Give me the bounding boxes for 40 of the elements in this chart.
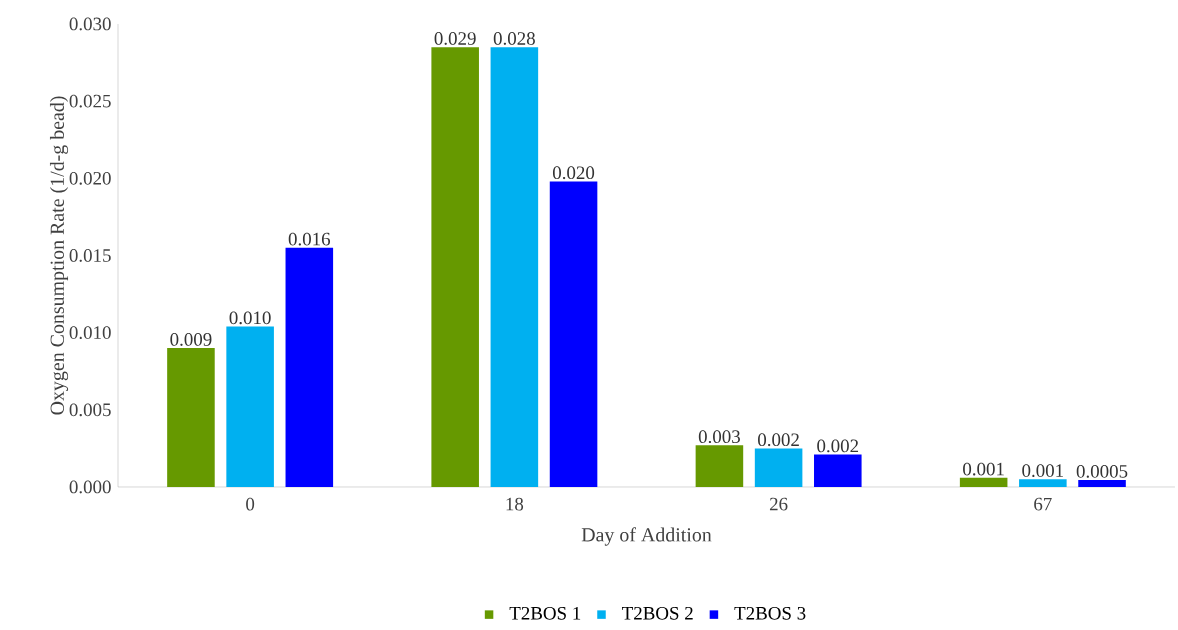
legend-label: T2BOS 1 <box>509 606 581 620</box>
bar <box>814 454 862 487</box>
data-label: 0.002 <box>758 433 799 447</box>
y-axis-title: Oxygen Consumption Rate (1/d-g bead) <box>49 96 69 415</box>
x-tick-label: 26 <box>769 497 788 511</box>
bar <box>431 47 479 487</box>
data-label: 0.029 <box>434 32 476 45</box>
bar <box>1019 479 1067 487</box>
x-axis-title: Day of Addition <box>581 527 712 546</box>
bar <box>285 247 334 487</box>
y-tick-label: 0.005 <box>69 403 111 417</box>
y-tick-label: 0.015 <box>69 249 111 262</box>
bar <box>490 47 539 487</box>
bar <box>167 348 215 487</box>
data-label: 0.001 <box>963 462 1004 476</box>
data-label: 0.0005 <box>1076 464 1128 478</box>
x-tick-label: 0 <box>246 497 255 511</box>
bar <box>695 445 744 487</box>
y-tick-label: 0.010 <box>69 326 111 340</box>
data-label: 0.002 <box>817 439 859 453</box>
data-label: 0.010 <box>229 311 271 325</box>
x-tick-label: 67 <box>1034 497 1052 511</box>
y-tick-label: 0.000 <box>69 480 111 494</box>
y-tick-label: 0.025 <box>69 94 111 108</box>
data-label: 0.016 <box>288 232 331 246</box>
legend-label: T2BOS 2 <box>622 606 693 620</box>
data-label: 0.028 <box>493 32 535 45</box>
data-label: 0.001 <box>1022 464 1063 478</box>
bar <box>549 181 598 487</box>
data-label: 0.009 <box>170 333 212 346</box>
bar <box>754 448 803 487</box>
data-label: 0.020 <box>552 166 595 180</box>
x-tick-label: 18 <box>506 497 524 511</box>
y-tick-label: 0.030 <box>69 17 111 31</box>
bar <box>959 477 1008 487</box>
y-tick-label: 0.020 <box>69 171 111 185</box>
legend-label: T2BOS 3 <box>734 606 806 620</box>
bar <box>226 326 274 487</box>
bar <box>1078 480 1126 487</box>
data-label: 0.003 <box>698 430 740 444</box>
